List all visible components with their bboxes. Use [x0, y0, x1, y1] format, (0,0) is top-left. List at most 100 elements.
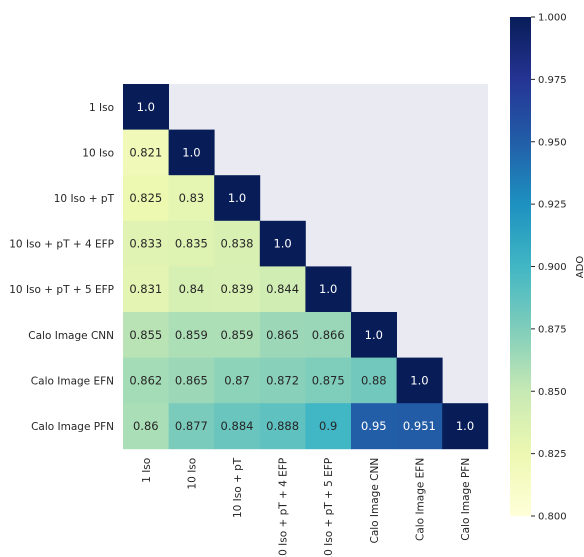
heatmap-cell — [396, 403, 443, 450]
y-tick-label-calo-image-pfn: Calo Image PFN — [31, 421, 114, 433]
cell-value-label: 0.866 — [312, 328, 345, 342]
heatmap-cell — [168, 312, 215, 358]
heatmap-cell — [259, 403, 306, 450]
cell-value-label: 1.0 — [273, 237, 291, 251]
heatmap-cell — [214, 357, 261, 404]
cell-value-label: 1.0 — [137, 100, 155, 114]
heatmap-cell — [123, 312, 169, 358]
cell-value-label: 0.875 — [312, 373, 345, 387]
heatmap-cell — [305, 357, 352, 404]
cell-value-label: 0.88 — [361, 373, 387, 387]
heatmap-cell — [396, 357, 443, 404]
heatmap-cell — [351, 312, 397, 358]
cell-value-label: 0.862 — [129, 373, 162, 387]
colorbar-tick-label: 0.900 — [538, 262, 567, 273]
colorbar-tick-label: 0.825 — [538, 449, 567, 460]
cell-value-label: 0.859 — [175, 328, 208, 342]
cell-value-label: 0.855 — [129, 328, 162, 342]
heatmap-cell — [351, 357, 397, 404]
x-tick-label-calo-image-cnn: Calo Image CNN — [369, 458, 381, 544]
cell-value-label: 0.877 — [175, 419, 208, 433]
colorbar-tick-label: 0.800 — [538, 512, 567, 523]
y-tick-labels: 1 Iso 10 Iso 10 Iso + pT 10 Iso + pT + 4 EF… — [9, 102, 114, 433]
cell-value-label: 0.86 — [133, 419, 159, 433]
cell-value-label: 0.865 — [266, 328, 299, 342]
y-tick-label-10-iso: 10 Iso — [82, 147, 114, 159]
heatmap-cell — [123, 357, 169, 404]
heatmap-cell — [305, 312, 352, 358]
heatmap-cells: 1.0 0.821 1.0 0.825 0.83 1.0 0.833 0.835 0.838 1.… — [123, 84, 489, 450]
cell-value-label: 0.838 — [221, 237, 254, 251]
x-tick-labels: 1 Iso 10 Iso 10 Iso + pT 10 Iso + pT + 4 EF… — [141, 457, 472, 557]
heatmap-cell — [168, 129, 215, 176]
x-tick-label-10-iso-pt: 10 Iso + pT — [232, 457, 244, 518]
cell-value-label: 0.844 — [266, 282, 299, 296]
heatmap-cell — [442, 403, 489, 450]
cell-value-label: 0.951 — [403, 419, 436, 433]
colorbar-gradient — [510, 17, 531, 516]
heatmap-cell — [168, 357, 215, 404]
colorbar-ticks: 1.000 0.975 0.950 0.925 0.900 0.875 0.850 0.825… — [531, 13, 567, 523]
heatmap-cell — [305, 403, 352, 450]
y-tick-label-calo-image-efn: Calo Image EFN — [31, 375, 114, 387]
heatmap-cell — [214, 403, 261, 450]
cell-value-label: 1.0 — [410, 373, 428, 387]
y-tick-label-1-iso: 1 Iso — [89, 102, 114, 114]
y-tick-label-10-iso-pt-5-efp: 10 Iso + pT + 5 EFP — [9, 284, 114, 296]
cell-value-label: 0.833 — [129, 237, 162, 251]
heatmap-cell — [123, 175, 169, 222]
cell-value-label: 0.9 — [319, 419, 337, 433]
y-tick-label-10-iso-pt: 10 Iso + pT — [54, 193, 115, 205]
cell-value-label: 0.835 — [175, 237, 208, 251]
colorbar-label: ADO — [575, 256, 584, 279]
colorbar-tick-label: 0.975 — [538, 75, 567, 86]
x-tick-label-calo-image-pfn: Calo Image PFN — [460, 458, 472, 541]
heatmap-cell — [214, 220, 261, 267]
heatmap-cell — [123, 220, 169, 267]
colorbar-tick-label: 0.850 — [538, 387, 567, 398]
cell-value-label: 0.888 — [266, 419, 299, 433]
cell-value-label: 0.859 — [221, 328, 254, 342]
heatmap-cell — [305, 266, 352, 313]
heatmap-cell — [214, 266, 261, 313]
heatmap-cell — [168, 266, 215, 313]
cell-value-label: 1.0 — [228, 191, 246, 205]
colorbar-tick-label: 1.000 — [538, 13, 567, 24]
heatmap-cell — [259, 220, 306, 267]
heatmap-cell — [259, 266, 306, 313]
x-tick-label-1-iso: 1 Iso — [141, 458, 153, 483]
heatmap-cell — [123, 129, 169, 176]
y-tick-label-calo-image-cnn: Calo Image CNN — [28, 330, 114, 342]
x-tick-label-10-iso: 10 Iso — [186, 458, 198, 490]
heatmap-cell — [168, 403, 215, 450]
x-tick-label-10-iso-pt-5-efp: 10 Iso + pT + 5 EFP — [323, 458, 335, 557]
cell-value-label: 1.0 — [182, 145, 200, 159]
cell-value-label: 0.83 — [179, 191, 205, 205]
heatmap-cell — [214, 175, 261, 222]
cell-value-label: 0.884 — [221, 419, 254, 433]
heatmap-cell — [259, 312, 306, 358]
cell-value-label: 0.831 — [129, 282, 162, 296]
cell-value-label: 1.0 — [456, 419, 474, 433]
cell-value-label: 0.821 — [129, 145, 162, 159]
cell-value-label: 0.839 — [221, 282, 254, 296]
colorbar-tick-label: 0.950 — [538, 137, 567, 148]
heatmap-cell — [168, 175, 215, 222]
cell-value-label: 0.865 — [175, 373, 208, 387]
cell-value-label: 1.0 — [365, 328, 383, 342]
heatmap-cell — [214, 312, 261, 358]
x-tick-label-calo-image-efn: Calo Image EFN — [414, 458, 426, 541]
cell-value-label: 0.84 — [179, 282, 205, 296]
cell-value-label: 0.95 — [361, 419, 387, 433]
heatmap-cell — [351, 403, 397, 450]
colorbar-tick-label: 0.925 — [538, 200, 567, 211]
heatmap-cell — [123, 266, 169, 313]
heatmap-cell — [168, 220, 215, 267]
colorbar-tick-label: 0.875 — [538, 324, 567, 335]
heatmap-cell — [123, 403, 169, 450]
colorbar: 1.000 0.975 0.950 0.925 0.900 0.875 0.850 0.825… — [510, 13, 584, 523]
heatmap-cell — [123, 84, 169, 130]
cell-value-label: 0.87 — [224, 373, 250, 387]
cell-value-label: 1.0 — [319, 282, 337, 296]
